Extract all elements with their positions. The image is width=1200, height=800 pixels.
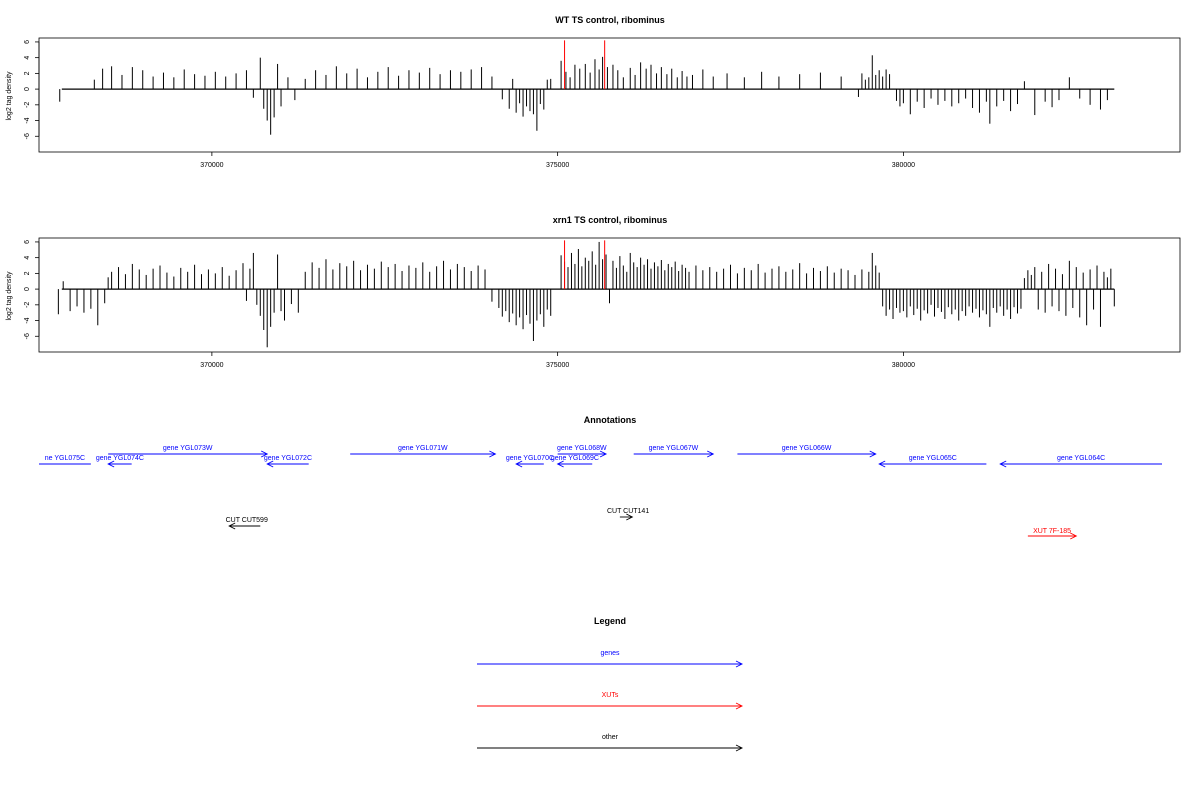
gene-feature-label: gene YGL068W: [557, 445, 607, 452]
gene-feature-label: gene YGL073W: [163, 445, 213, 452]
legend-item-label: XUTs: [602, 692, 619, 699]
xrn1-panel-bars: [57, 241, 1115, 348]
xrn1-y-tick-label: 4: [24, 256, 31, 260]
xrn1-y-tick-label: 6: [24, 240, 31, 244]
xrn1-x-tick-label: 375000: [546, 362, 569, 369]
legend-item-label: genes: [600, 650, 620, 657]
gene-feature-label: ne YGL075C: [45, 455, 85, 462]
gene-feature-arrowhead: [107, 460, 115, 468]
xrn1-x-tick-label: 380000: [892, 362, 915, 369]
annotations-title: Annotations: [584, 415, 637, 425]
other-feature-label: CUT CUT599: [226, 517, 268, 524]
gene-feature-label: gene YGL064C: [1057, 455, 1105, 462]
gene-feature-arrowhead: [999, 460, 1007, 468]
gene-feature-arrowhead: [489, 450, 497, 458]
wt-y-tick-label: 2: [24, 71, 31, 75]
wt-panel-title: WT TS control, ribominus: [555, 15, 665, 25]
xrn1-panel-x-axis: 370000 375000 380000: [200, 352, 915, 369]
gene-feature-arrowhead: [515, 460, 523, 468]
wt-y-tick-label: -4: [24, 117, 31, 123]
wt-panel: WT TS control, ribominus log2 tag densit…: [6, 15, 1181, 169]
xrn1-y-tick-label: 0: [24, 287, 31, 291]
gene-feature-label: gene YGL067W: [649, 445, 699, 452]
xrn1-y-tick-label: -4: [24, 317, 31, 323]
gene-feature-label: gene YGL066W: [782, 445, 832, 452]
gene-feature-label: gene YGL072C: [264, 455, 312, 462]
xrn1-x-tick-label: 370000: [200, 362, 223, 369]
other-feature-arrowhead: [626, 513, 634, 521]
xrn1-y-tick-label: 2: [24, 271, 31, 275]
gene-feature-label: gene YGL069C: [551, 455, 599, 462]
wt-panel-ylabel: log2 tag density: [6, 71, 13, 121]
xrn1-panel: xrn1 TS control, ribominus log2 tag dens…: [6, 215, 1181, 369]
wt-panel-y-axis: -6 -4 -2 0 2 4 6: [24, 40, 40, 139]
wt-panel-markers: [564, 40, 606, 90]
wt-y-tick-label: 4: [24, 56, 31, 60]
xrn1-panel-title: xrn1 TS control, ribominus: [553, 215, 668, 225]
wt-panel-frame: [38, 37, 1181, 153]
gene-feature-label: gene YGL071W: [398, 445, 448, 452]
gene-feature-arrowhead: [878, 460, 886, 468]
gene-feature-arrowhead: [556, 460, 564, 468]
wt-y-tick-label: -2: [24, 102, 31, 108]
wt-y-tick-label: 6: [24, 40, 31, 44]
gene-feature-label: gene YGL065C: [909, 455, 957, 462]
wt-y-tick-label: -6: [24, 133, 31, 139]
other-feature-label: CUT CUT141: [607, 508, 649, 515]
legend-title: Legend: [594, 616, 626, 626]
annotation-tracks: ne YGL075C gene YGL074C gene YGL073W gene Y…: [39, 445, 1162, 540]
xrn1-y-tick-label: -2: [24, 302, 31, 308]
wt-x-tick-label: 375000: [546, 162, 569, 169]
gene-feature-arrowhead: [707, 450, 715, 458]
wt-panel-bars: [59, 55, 1108, 135]
legend-item-arrowhead: [735, 702, 744, 710]
gene-feature-arrowhead: [869, 450, 877, 458]
xrn1-y-tick-label: -6: [24, 333, 31, 339]
xut-feature-arrowhead: [1070, 532, 1078, 540]
xrn1-panel-ylabel: log2 tag density: [6, 271, 13, 321]
gene-feature-label: gene YGL074C: [96, 455, 144, 462]
legend-item-label: other: [602, 734, 619, 741]
xrn1-panel-y-axis: -6 -4 -2 0 2 4 6: [24, 240, 40, 339]
wt-panel-x-axis: 370000 375000 380000: [200, 152, 915, 169]
gene-feature-arrowhead: [266, 460, 274, 468]
legend-item-arrowhead: [735, 744, 744, 752]
gene-feature-arrowhead: [260, 450, 269, 458]
xrn1-panel-markers: [564, 240, 606, 290]
other-feature-arrowhead: [228, 522, 236, 530]
legend-item-arrowhead: [735, 660, 744, 668]
legend: genes XUTs other: [477, 650, 744, 752]
wt-y-tick-label: 0: [24, 87, 31, 91]
gene-feature-arrowhead: [599, 450, 608, 458]
wt-x-tick-label: 380000: [892, 162, 915, 169]
wt-x-tick-label: 370000: [200, 162, 223, 169]
gene-feature-label: gene YGL070C: [506, 455, 554, 462]
xut-feature-label: XUT 7F-185: [1033, 528, 1071, 535]
